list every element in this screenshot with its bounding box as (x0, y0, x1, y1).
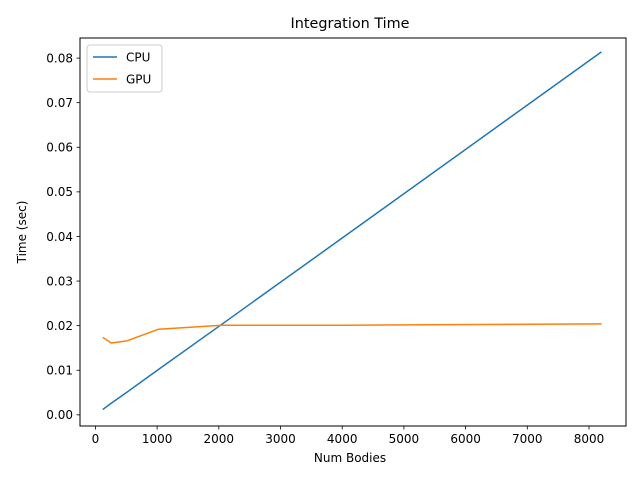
y-tick-label: 0.05 (46, 185, 73, 199)
y-tick-label: 0.07 (46, 96, 73, 110)
x-tick-label: 4000 (327, 432, 358, 446)
y-tick-label: 0.02 (46, 319, 73, 333)
y-axis-label: Time (sec) (15, 201, 29, 265)
series-layer (102, 51, 602, 411)
legend: CPU GPU (86, 44, 163, 93)
plot-area (79, 37, 627, 427)
x-tick-label: 8000 (574, 432, 605, 446)
y-tick-label: 0.03 (46, 274, 73, 288)
x-tick-label: 1000 (142, 432, 173, 446)
y-axis: 0.00 0.01 0.02 0.03 0.04 0.05 0.06 0.07 0.08 (46, 51, 80, 422)
y-tick-label: 0.04 (46, 230, 73, 244)
plot-frame (79, 37, 627, 427)
x-axis-label: Num Bodies (314, 451, 386, 465)
x-tick-label: 6000 (450, 432, 481, 446)
series-line-cpu (102, 51, 602, 411)
x-tick-label: 7000 (512, 432, 543, 446)
y-tick-label: 0.06 (46, 141, 73, 155)
series-line-gpu (102, 323, 602, 344)
y-tick-label: 0.01 (46, 364, 73, 378)
y-tick-label: 0.08 (46, 51, 73, 65)
legend-label-cpu: CPU (126, 50, 150, 64)
chart-title: Integration Time (290, 16, 409, 32)
y-tick-label: 0.00 (46, 408, 73, 422)
x-tick-label: 0 (92, 432, 100, 446)
x-tick-label: 5000 (389, 432, 420, 446)
x-tick-label: 3000 (265, 432, 296, 446)
x-axis: 0 1000 2000 3000 4000 5000 6000 7000 8000 (92, 426, 605, 446)
legend-label-gpu: GPU (126, 72, 151, 86)
x-tick-label: 2000 (204, 432, 235, 446)
